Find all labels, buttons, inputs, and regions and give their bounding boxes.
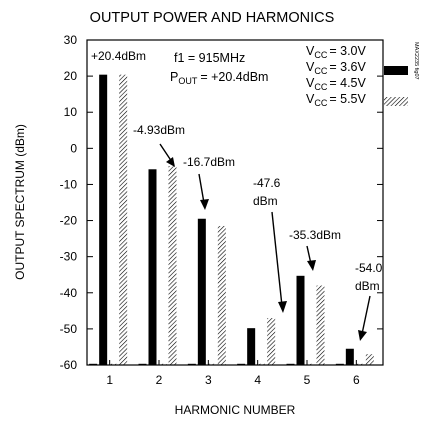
y-tick-label-1: 20 <box>64 69 78 83</box>
y-tick-label-4: -10 <box>60 177 78 191</box>
bar-h2-3.6v <box>148 169 157 365</box>
annotation-arrowhead-h6 <box>358 330 367 341</box>
annotation-arrowhead-h4 <box>278 301 287 313</box>
bar-h1-5.5v <box>119 74 128 366</box>
annotation-h1: +20.4dBm <box>91 49 146 63</box>
annotation-arrow-h4 <box>271 211 283 307</box>
annotation-arrow-h6 <box>361 295 371 335</box>
legend-swatch-hatched <box>384 97 408 106</box>
x-tick-label-3: 4 <box>254 373 261 387</box>
y-tick-label-8: -50 <box>60 322 78 336</box>
legend-swatch-solid <box>384 66 408 75</box>
bar-h5-3.6v <box>296 275 305 365</box>
info-pout: POUT = +20.4dBm <box>170 70 268 86</box>
y-tick-label-0: 30 <box>64 33 78 47</box>
pout-prefix: P <box>170 70 178 84</box>
y-tick-label-3: 0 <box>70 141 77 155</box>
legend-entry-3: VCC = 4.5V <box>306 76 366 92</box>
annotation-arrowhead-h3 <box>200 199 209 210</box>
annotation-h3: -16.7dBm <box>183 155 235 169</box>
bar-h2-5.5v <box>168 166 177 365</box>
y-axis-title: OUTPUT SPECTRUM (dBm) <box>13 124 27 280</box>
x-tick-label-2: 3 <box>205 373 212 387</box>
pout-eq: = <box>200 70 211 84</box>
annotation-h4-value: -47.6 <box>253 176 281 190</box>
y-tick-label-9: -60 <box>60 358 78 372</box>
info-frequency: f1 = 915MHz <box>174 51 245 65</box>
chart-title: OUTPUT POWER AND HARMONICS <box>90 10 335 26</box>
x-tick-label-5: 6 <box>353 373 360 387</box>
annotation-arrowhead-h5 <box>307 260 316 271</box>
part-number-label: MAX2235 fig07 <box>413 42 419 80</box>
bar-h4-5.5v <box>267 318 276 365</box>
bar-h3-3.6v <box>197 218 206 365</box>
y-tick-label-6: -30 <box>60 250 78 264</box>
bar-h3-5.5v <box>217 225 226 365</box>
annotation-h4-unit: dBm <box>253 194 278 208</box>
bar-h6-5.5v <box>365 354 374 365</box>
annotation-h6-unit: dBm <box>355 279 380 293</box>
pout-sub: OUT <box>178 76 198 86</box>
bar-h6-3.6v <box>345 348 354 365</box>
x-tick-label-1: 2 <box>156 373 163 387</box>
annotation-h2: -4.93dBm <box>133 123 185 137</box>
y-tick-label-5: -20 <box>60 214 78 228</box>
x-tick-label-4: 5 <box>304 373 311 387</box>
bar-h4-3.6v <box>247 328 256 365</box>
y-tick-label-7: -40 <box>60 286 78 300</box>
pout-value: +20.4dBm <box>211 70 268 84</box>
annotation-arrow-h3 <box>198 173 205 204</box>
legend-entry-2: VCC = 3.6V <box>306 60 366 76</box>
y-tick-label-2: 10 <box>64 105 78 119</box>
annotation-h6-value: -54.0 <box>355 261 383 275</box>
annotation-arrowhead-h2 <box>166 157 175 167</box>
legend: VCC = 3.0V VCC = 3.6V VCC = 4.5V VCC = 5.5V <box>306 44 408 108</box>
bar-h1-3.6v <box>99 74 108 366</box>
plot-frame <box>86 39 384 366</box>
axis-ticks: 30 20 10 0 -10 -20 -30 -40 -50 -60 1 2 3 4 5 6 <box>60 33 383 387</box>
bars <box>89 74 374 366</box>
annotation-arrow-h2 <box>159 143 173 163</box>
annotation-h5: -35.3dBm <box>289 228 341 242</box>
legend-entry-4: VCC = 5.5V <box>306 92 366 108</box>
annotations: +20.4dBm -4.93dBm -16.7dBm -47.6 dBm -35… <box>91 49 383 341</box>
bar-h5-5.5v <box>316 285 325 365</box>
x-axis-title: HARMONIC NUMBER <box>175 403 296 417</box>
legend-entry-1: VCC = 3.0V <box>306 44 366 60</box>
x-tick-label-0: 1 <box>106 373 113 387</box>
